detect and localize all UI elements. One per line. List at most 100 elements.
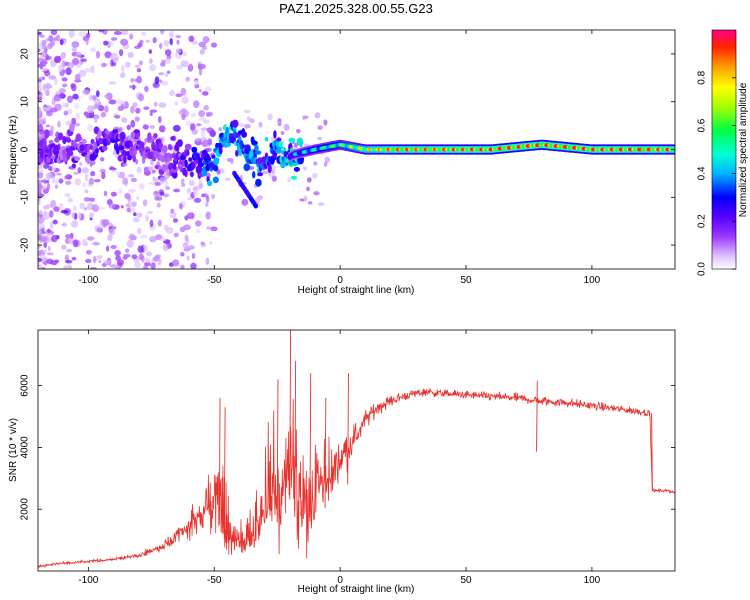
spectrogram-noise-cell bbox=[175, 93, 183, 98]
spectrogram-noise-cell bbox=[176, 39, 180, 45]
spectrogram-noise-cell bbox=[109, 167, 117, 171]
spectrogram-noise-cell bbox=[130, 105, 135, 114]
x-tick-label: -50 bbox=[207, 575, 222, 586]
spectrogram-noise-cell bbox=[142, 244, 148, 252]
spectrogram-noise-cell bbox=[42, 212, 50, 220]
spectrogram-noise-cell bbox=[104, 51, 112, 59]
spectrogram-noise-cell bbox=[181, 108, 187, 114]
spectrogram-noise-cell bbox=[88, 95, 93, 102]
spectrogram-noise-cell bbox=[187, 245, 195, 250]
spectrogram-noise-cell bbox=[122, 162, 128, 167]
spectrogram-noise-cell bbox=[139, 39, 144, 45]
spectrogram-noise-cell bbox=[49, 221, 54, 230]
y-tick-label: 20 bbox=[20, 48, 31, 60]
spectrogram-noise-cell bbox=[54, 184, 59, 189]
spectrogram-cell bbox=[293, 166, 300, 172]
spectrogram-noise-cell bbox=[238, 122, 245, 128]
spectrogram-cell bbox=[235, 149, 239, 157]
spectrogram-noise-cell bbox=[157, 219, 162, 227]
spectrogram-noise-cell bbox=[146, 251, 152, 257]
spectrogram-noise-cell bbox=[137, 245, 144, 253]
spectrogram-noise-cell bbox=[47, 245, 51, 252]
spectrogram-noise-cell bbox=[162, 243, 169, 252]
spectrogram-noise-cell bbox=[303, 166, 307, 171]
snr-spike bbox=[309, 373, 312, 522]
spectrogram-cell bbox=[129, 143, 133, 148]
spectrogram-cell bbox=[273, 130, 277, 139]
spectrogram-noise-cell bbox=[122, 256, 128, 260]
spectrogram-noise-cell bbox=[153, 83, 160, 87]
spectrogram-noise-cell bbox=[134, 261, 141, 268]
spectrogram-noise-cell bbox=[198, 89, 202, 93]
spectrogram-x-ticks: -100 -50 0 50 100 bbox=[78, 30, 601, 286]
spectrogram-noise-cell bbox=[41, 39, 47, 48]
spectrogram-noise-cell bbox=[66, 108, 73, 115]
spectrogram-noise-cell bbox=[152, 37, 157, 44]
spectrogram-noise-cell bbox=[42, 205, 50, 210]
spectrogram-noise-cell bbox=[54, 259, 60, 264]
spectrogram-noise-cell bbox=[151, 170, 156, 174]
spectrogram-noise-cell bbox=[80, 58, 87, 63]
spectrogram-noise-cell bbox=[104, 259, 112, 265]
spectrogram-noise-cell bbox=[72, 57, 79, 66]
spectrogram-noise-cell bbox=[230, 159, 234, 165]
spectrogram-noise-cell bbox=[205, 211, 211, 220]
spectrogram-noise-cell bbox=[38, 243, 41, 249]
spectrogram-noise-cell bbox=[136, 212, 143, 218]
spectrogram-noise-cell bbox=[131, 201, 137, 207]
spectrogram-noise-cell bbox=[110, 244, 117, 250]
spectrogram-noise-cell bbox=[198, 178, 203, 184]
x-tick-label: 0 bbox=[337, 575, 343, 586]
spectrogram-noise-cell bbox=[143, 106, 150, 110]
spectrogram-noise-cell bbox=[182, 242, 189, 249]
spectrogram-noise-cell bbox=[68, 30, 75, 38]
spectrogram-noise-cell bbox=[38, 76, 44, 81]
spectrogram-noise-cell bbox=[101, 171, 106, 180]
spectrogram-noise-cell bbox=[128, 174, 135, 178]
spectrogram-noise-cell bbox=[71, 117, 77, 125]
colorbar-tick-label: 0.8 bbox=[697, 70, 708, 84]
spectrogram-cell bbox=[81, 138, 87, 144]
spectrogram-cell bbox=[264, 136, 269, 142]
spectrogram-noise-cell bbox=[83, 197, 91, 202]
spectrogram-noise-cell bbox=[303, 143, 308, 147]
spectrogram-noise-cell bbox=[108, 99, 117, 105]
spectrogram-noise-cell bbox=[60, 209, 69, 214]
spectrogram-noise-cell bbox=[160, 81, 169, 86]
spectrogram-noise-cell bbox=[162, 193, 170, 198]
spectrogram-cell bbox=[211, 154, 216, 159]
spectrogram-noise-cell bbox=[38, 234, 42, 241]
spectrogram-cell bbox=[90, 139, 95, 144]
spectrogram-noise-cell bbox=[166, 70, 171, 75]
x-tick-label: 100 bbox=[584, 575, 601, 586]
spectrogram-noise-cell bbox=[195, 220, 202, 227]
spectrogram-noise-cell bbox=[83, 207, 88, 211]
spectrogram-noise-cell bbox=[71, 256, 77, 261]
spectrogram-cell bbox=[278, 141, 283, 148]
spectrogram-noise-cell bbox=[84, 68, 92, 73]
spectrogram-noise-cell bbox=[194, 184, 201, 192]
spectrogram-cell bbox=[290, 175, 298, 180]
spectrogram-noise-cell bbox=[271, 175, 277, 182]
spectrogram-noise-cell bbox=[202, 36, 210, 44]
spectrogram-noise-cell bbox=[121, 117, 128, 123]
spectrogram-noise-cell bbox=[186, 212, 195, 220]
spectrogram-noise-cell bbox=[94, 116, 98, 124]
spectrogram-cell bbox=[158, 169, 165, 175]
spectrogram-noise-cell bbox=[244, 124, 251, 129]
spectrogram-noise-cell bbox=[82, 182, 86, 188]
snr-spike bbox=[324, 397, 327, 509]
spectrogram-noise-cell bbox=[47, 228, 51, 234]
spectrogram-noise-cell bbox=[127, 200, 132, 206]
spectrogram-noise-cell bbox=[61, 60, 66, 69]
spectrogram-noise-cell bbox=[135, 159, 139, 165]
colorbar-tick-label: 0.0 bbox=[697, 262, 708, 276]
spectrogram-noise-cell bbox=[58, 178, 64, 184]
snr-y-label: SNR (10 * v/v) bbox=[8, 418, 19, 482]
spectrogram-noise-cell bbox=[153, 190, 159, 194]
spectrogram-noise-cell bbox=[186, 187, 192, 194]
spectrogram-noise-cell bbox=[158, 102, 167, 108]
y-tick-label: 4000 bbox=[20, 436, 31, 459]
spectrogram-noise-cell bbox=[61, 244, 67, 250]
spectrogram-cell bbox=[254, 144, 259, 152]
